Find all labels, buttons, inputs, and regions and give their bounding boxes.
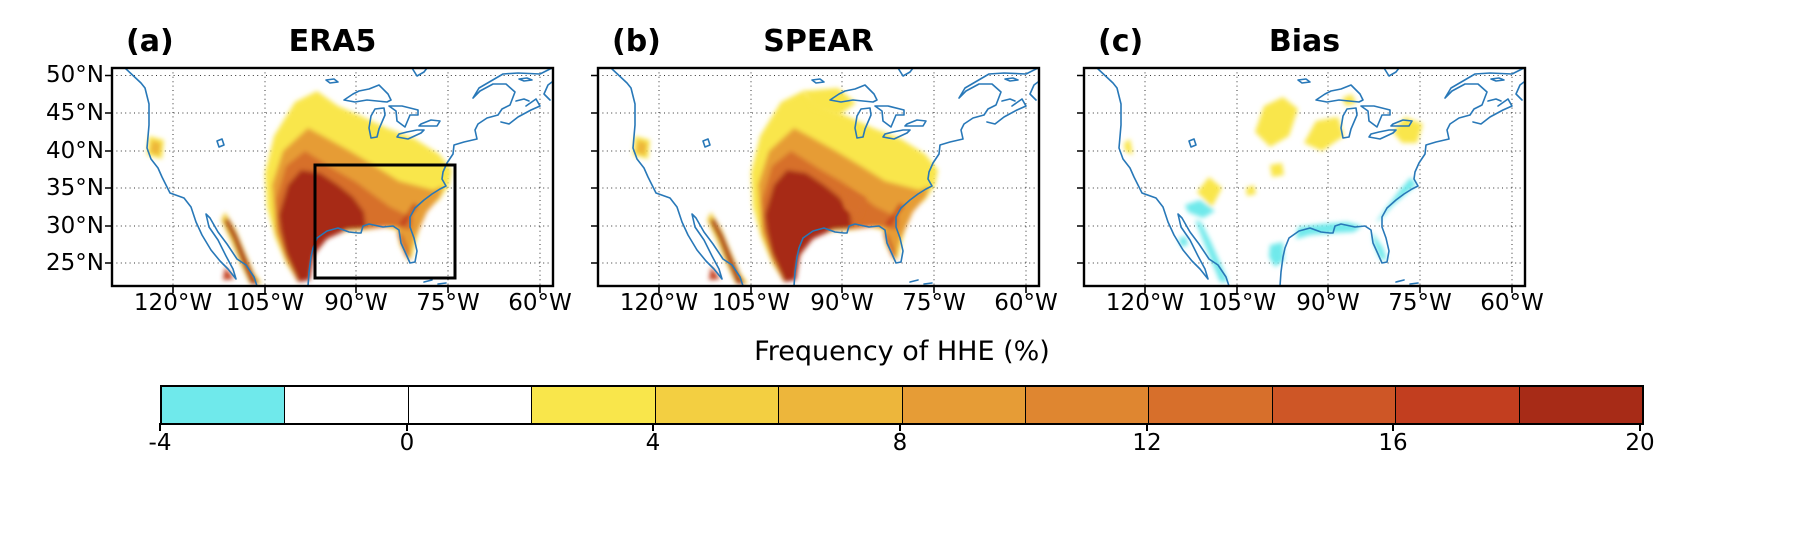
x-tick-label: 75°W (1388, 290, 1452, 316)
colorbar-tick (406, 423, 408, 431)
colorbar-segment (778, 387, 902, 423)
panel-c-title: Bias (1268, 24, 1341, 59)
colorbar-segment (162, 387, 285, 423)
y-tick-label: 45°N (46, 100, 104, 126)
panel-a-header: (a) ERA5 (112, 24, 553, 62)
colorbar-segment (531, 387, 655, 423)
colorbar-segment (1518, 387, 1643, 423)
x-tick-label: 60°W (508, 290, 572, 316)
y-tick-label: 25°N (46, 250, 104, 276)
gridlines (1084, 68, 1525, 286)
x-tick-label: 90°W (1296, 290, 1360, 316)
y-tick-label: 35°N (46, 175, 104, 201)
colorbar-segment (284, 387, 408, 423)
x-tick-label: 120°W (1105, 290, 1185, 316)
axes-frame (596, 66, 1041, 288)
panel-b-index: (b) (612, 24, 661, 59)
colorbar-tick-label: 12 (1132, 430, 1162, 456)
x-tick-label: 90°W (810, 290, 874, 316)
x-tick-label: 105°W (225, 290, 305, 316)
colorbar-segment (1148, 387, 1272, 423)
axis-ticks (1077, 74, 1513, 293)
panel-b-title: SPEAR (763, 24, 874, 59)
x-tick-label: 60°W (994, 290, 1058, 316)
x-tick-label: 120°W (133, 290, 213, 316)
x-tick-label: 105°W (1197, 290, 1277, 316)
coastline (1096, 68, 1525, 286)
x-tick-label: 60°W (1480, 290, 1544, 316)
map-panel-era5 (105, 66, 555, 293)
colorbar-tick (159, 423, 161, 431)
y-tick-label: 30°N (46, 213, 104, 239)
x-tick-label: 75°W (416, 290, 480, 316)
colorbar-tick-label: 20 (1625, 430, 1655, 456)
colorbar-tick-label: 0 (399, 430, 415, 456)
colorbar-tick-label: -4 (148, 430, 172, 456)
x-tick-label: 75°W (902, 290, 966, 316)
colorbar-segment (654, 387, 779, 423)
colorbar-title: Frequency of HHE (%) (754, 336, 1050, 367)
axes-frame (110, 66, 555, 288)
y-tick-label: 50°N (46, 62, 104, 88)
colorbar-tick (1392, 423, 1394, 431)
y-tick-label: 40°N (46, 138, 104, 164)
axes-frame (1082, 66, 1527, 288)
x-tick-label: 120°W (619, 290, 699, 316)
axis-ticks (591, 74, 1027, 293)
x-tick-label: 105°W (711, 290, 791, 316)
axis-ticks (105, 74, 541, 293)
colorbar-tick-label: 4 (645, 430, 661, 456)
colorbar-segment (1024, 387, 1149, 423)
colorbar-tick (1639, 423, 1641, 431)
study-region-box (313, 163, 457, 280)
colorbar-tick-label: 8 (892, 430, 908, 456)
colorbar-segment (1395, 387, 1519, 423)
colorbar-segment (407, 387, 532, 423)
panel-b-header: (b) SPEAR (598, 24, 1039, 62)
map-panel-spear (591, 66, 1041, 293)
panel-a-title: ERA5 (288, 24, 377, 59)
colorbar-tick (652, 423, 654, 431)
colorbar-tick-label: 16 (1378, 430, 1408, 456)
x-tick-label: 90°W (324, 290, 388, 316)
panel-c-header: (c) Bias (1084, 24, 1525, 62)
colorbar-segment (1271, 387, 1396, 423)
colorbar-segment (901, 387, 1025, 423)
colorbar-tick (899, 423, 901, 431)
map-panel-bias (1077, 66, 1527, 293)
panel-c-index: (c) (1098, 24, 1144, 59)
panel-a-index: (a) (126, 24, 174, 59)
colorbar-segments (160, 385, 1644, 425)
colorbar-tick (1146, 423, 1148, 431)
